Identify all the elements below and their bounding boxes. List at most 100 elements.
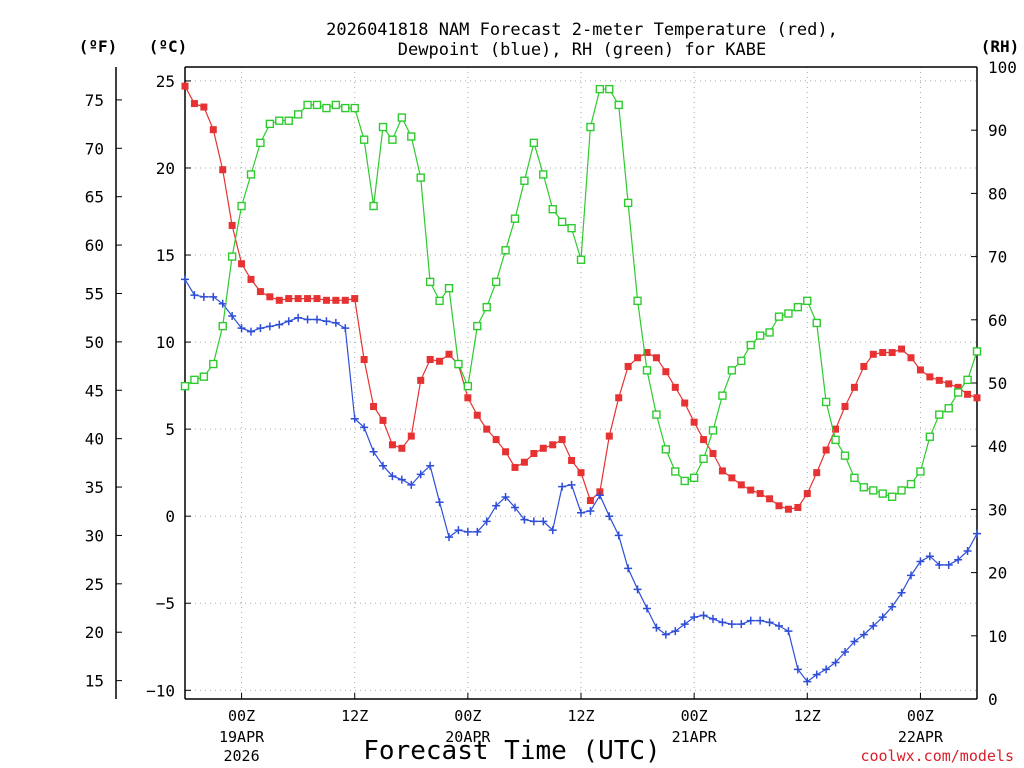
data-point — [247, 275, 255, 283]
data-point — [436, 357, 444, 365]
fahrenheit-tick-label: 55 — [85, 284, 104, 303]
rh-unit-label: (RH) — [981, 37, 1020, 56]
data-point — [397, 113, 407, 122]
data-point — [370, 403, 378, 411]
fahrenheit-tick-label: 35 — [85, 478, 104, 497]
date-tick-label: 19APR — [219, 728, 265, 746]
data-point — [652, 410, 661, 419]
data-point — [699, 611, 708, 620]
data-point — [850, 637, 859, 646]
rh-tick-label: 90 — [988, 121, 1007, 140]
data-point — [681, 399, 689, 407]
data-point — [445, 533, 453, 542]
data-point — [567, 480, 576, 489]
celsius-tick-label: 25 — [156, 72, 175, 91]
data-point — [964, 390, 972, 398]
data-point — [624, 564, 633, 573]
data-point — [671, 383, 679, 391]
data-point — [266, 293, 274, 301]
data-point — [351, 295, 359, 303]
time-tick-label: 00Z — [907, 707, 934, 725]
fahrenheit-tick-label: 50 — [85, 333, 104, 352]
data-point — [199, 372, 209, 381]
data-point — [539, 444, 547, 452]
data-point — [614, 100, 623, 110]
data-point — [435, 296, 444, 306]
data-point — [360, 355, 368, 363]
data-point — [633, 585, 642, 594]
data-point — [878, 489, 887, 498]
data-point — [238, 260, 246, 268]
data-point — [869, 486, 878, 495]
data-point — [624, 362, 632, 370]
data-point — [737, 620, 746, 629]
data-point — [228, 311, 237, 320]
data-point — [718, 467, 726, 475]
data-point — [341, 324, 350, 333]
data-point — [312, 100, 322, 110]
data-point — [313, 295, 321, 303]
data-point — [341, 296, 349, 304]
data-point — [907, 571, 915, 580]
data-point — [520, 458, 528, 466]
data-point — [549, 441, 557, 449]
data-point — [388, 441, 396, 449]
data-point — [605, 84, 614, 94]
data-point — [718, 618, 727, 627]
data-point — [568, 456, 576, 464]
data-point — [492, 501, 501, 510]
data-point — [689, 473, 699, 482]
data-point — [671, 627, 680, 636]
fahrenheit-tick-label: 45 — [85, 381, 104, 400]
data-point — [813, 469, 821, 477]
data-point — [747, 486, 755, 494]
data-point — [832, 425, 840, 433]
data-point — [888, 349, 896, 357]
data-point — [661, 445, 671, 454]
data-point — [463, 381, 473, 391]
data-point — [199, 292, 208, 301]
data-point — [388, 135, 397, 144]
data-point — [869, 350, 877, 358]
data-point — [426, 461, 435, 470]
data-point — [765, 328, 774, 337]
rh-tick-label: 80 — [988, 184, 1007, 203]
data-point — [577, 508, 585, 517]
data-point — [501, 246, 510, 255]
rh-tick-label: 40 — [988, 437, 1007, 456]
time-tick-label: 12Z — [341, 707, 368, 725]
fahrenheit-tick-label: 75 — [85, 91, 104, 110]
data-point — [332, 296, 340, 304]
data-point — [265, 322, 274, 331]
data-point — [303, 100, 312, 110]
x-axis-title: Forecast Time (UTC) — [363, 736, 660, 766]
data-point — [464, 394, 472, 402]
data-point — [454, 359, 463, 369]
data-point — [812, 670, 821, 679]
data-point — [539, 170, 548, 179]
data-point — [708, 426, 718, 435]
data-point — [775, 621, 783, 630]
data-point — [850, 473, 859, 482]
data-point — [454, 526, 463, 535]
data-point — [322, 103, 331, 113]
data-point — [416, 173, 425, 182]
data-point — [491, 277, 501, 287]
grid-lines — [185, 67, 977, 699]
data-point — [444, 284, 454, 293]
data-point — [831, 435, 840, 445]
data-point — [642, 366, 652, 375]
data-point — [190, 100, 198, 108]
fahrenheit-unit-label: (ºF) — [79, 37, 118, 56]
data-point — [699, 454, 708, 464]
data-point — [841, 647, 849, 656]
data-point — [557, 217, 567, 227]
axes — [115, 66, 978, 700]
celsius-axis: −10 −5 0 5 10 15 20 25 — [146, 72, 191, 700]
data-point — [511, 503, 519, 512]
data-point — [878, 613, 887, 622]
data-point — [916, 366, 924, 374]
celsius-tick-label: 20 — [156, 159, 175, 178]
fahrenheit-tick-label: 25 — [85, 575, 104, 594]
fahrenheit-tick-label: 30 — [85, 526, 104, 545]
